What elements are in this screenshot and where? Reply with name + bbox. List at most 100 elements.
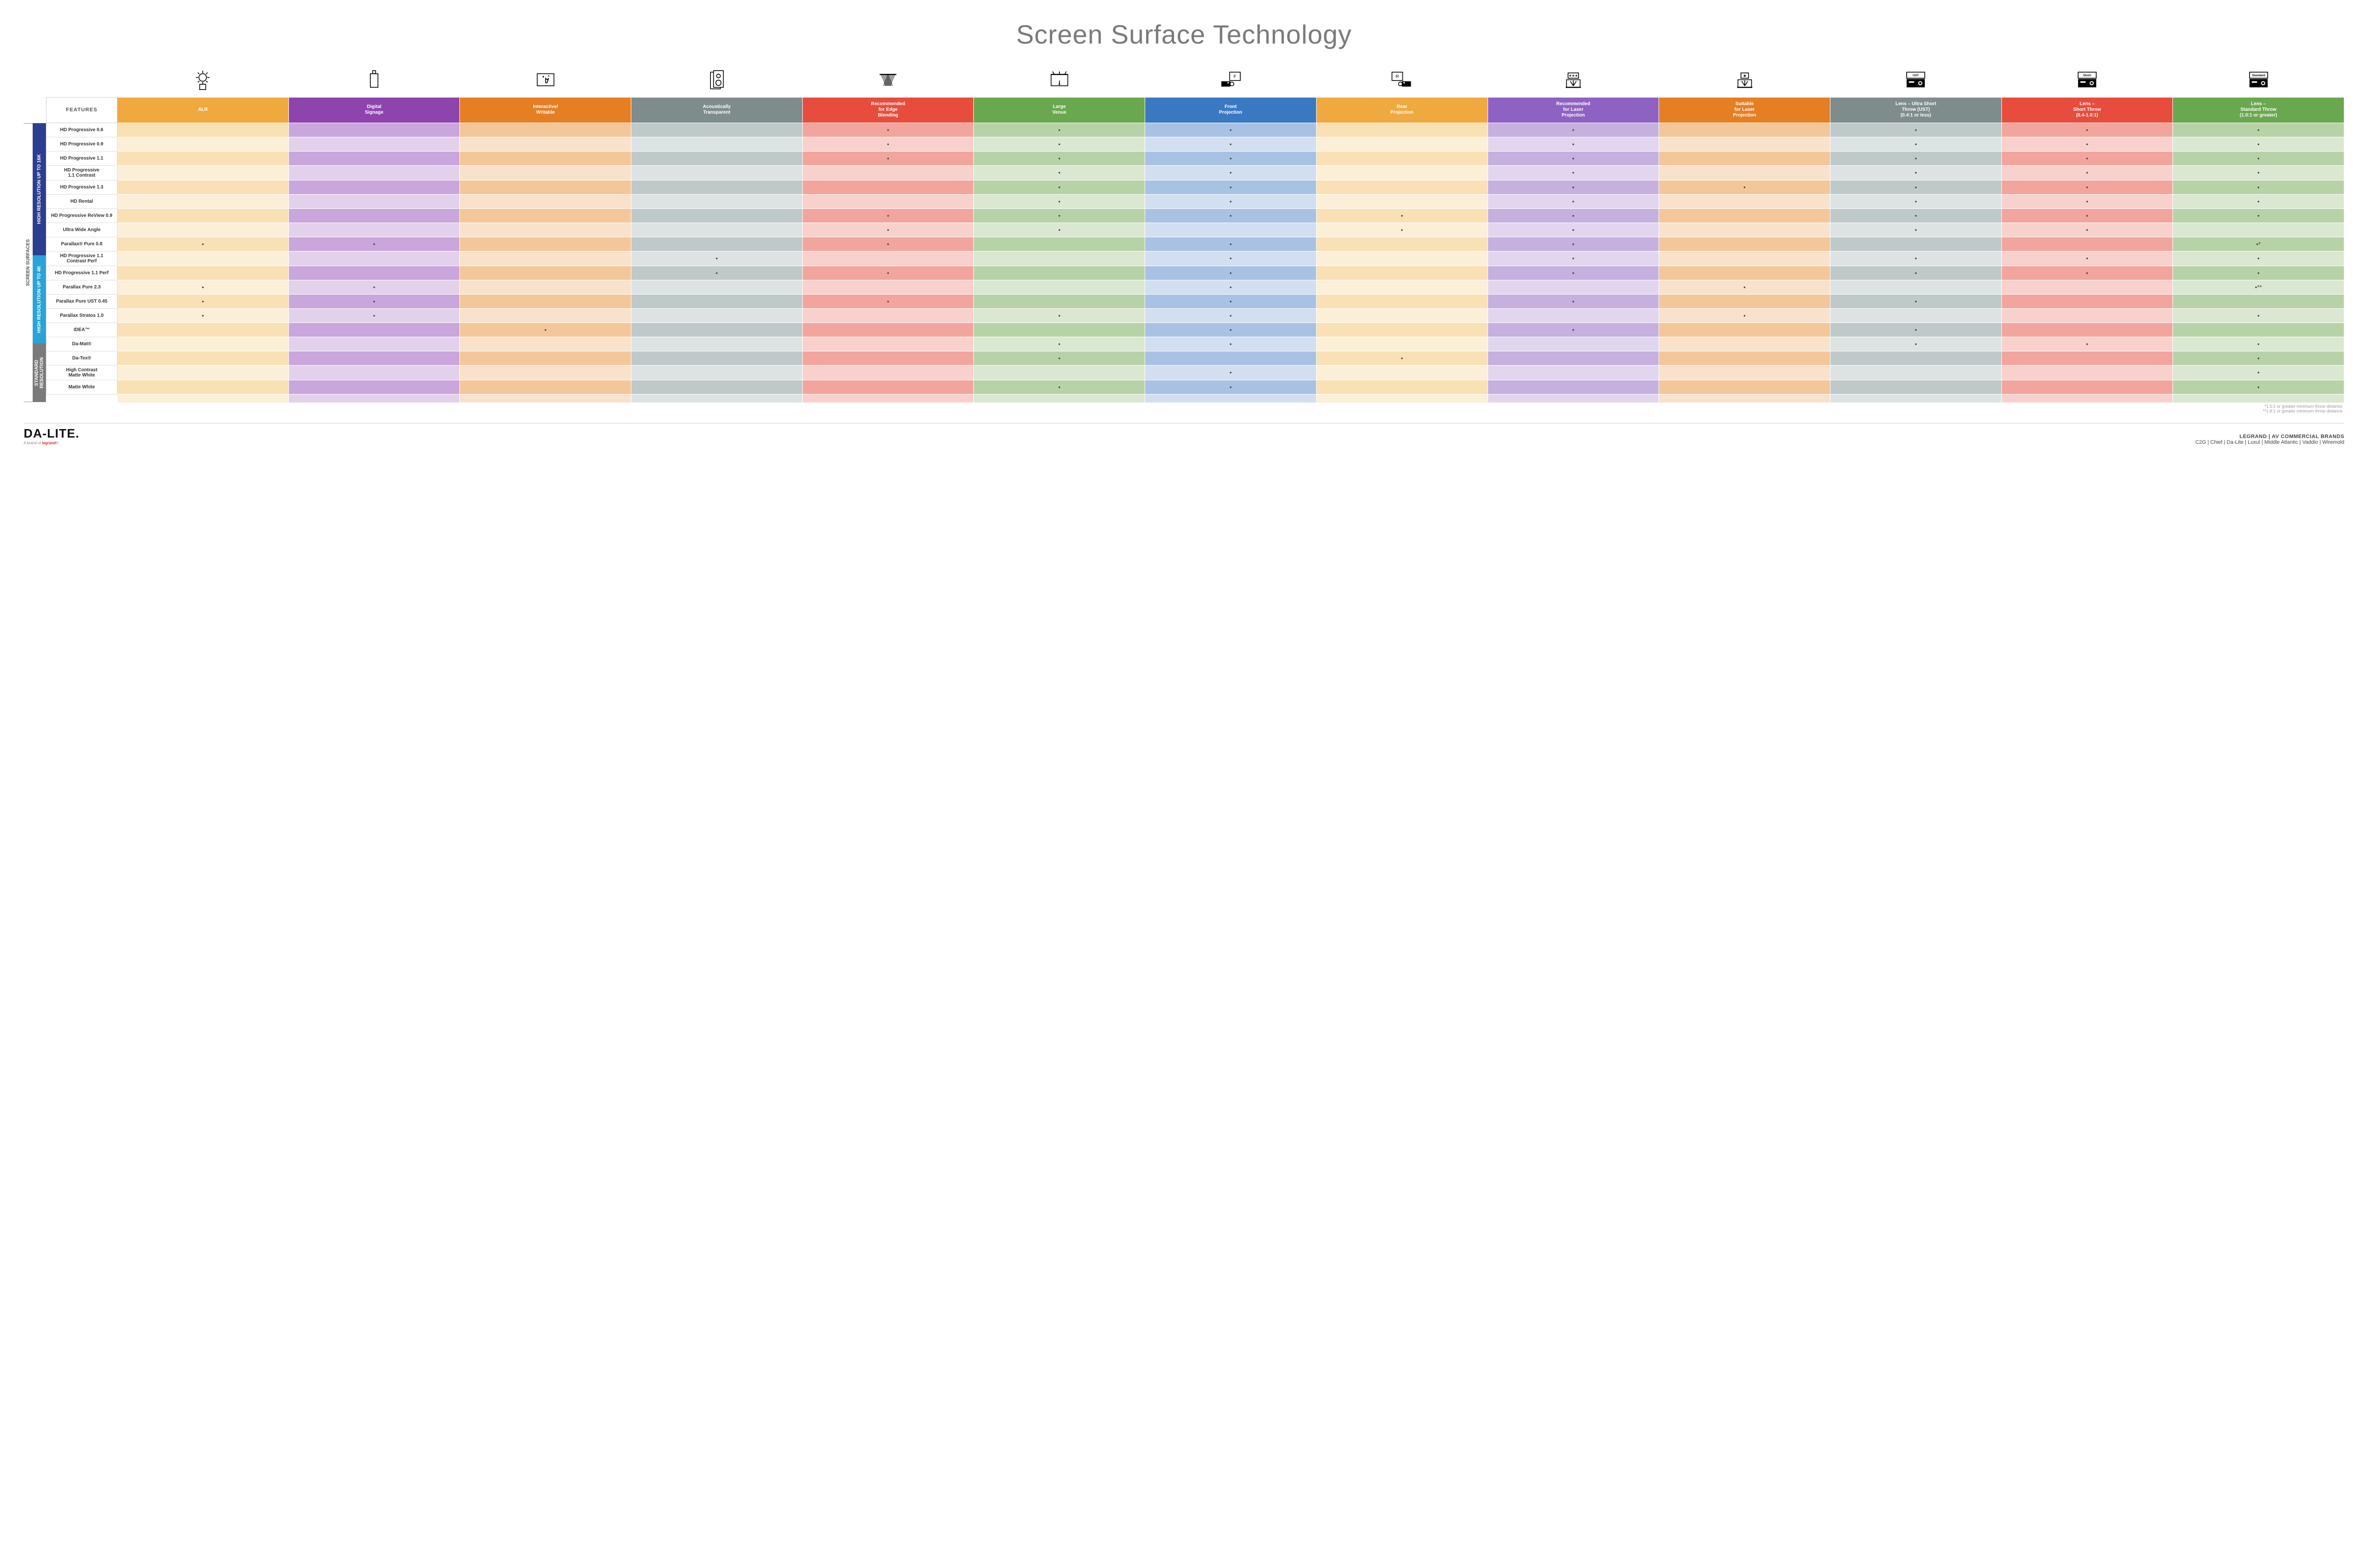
- row-label: HD Progressive1.1 Contrast: [46, 165, 117, 180]
- cell-reclaser: •: [1488, 194, 1659, 208]
- logo-subtitle: A brand of legrand®: [24, 441, 80, 445]
- cell-large: •: [974, 194, 1145, 208]
- cell-std: [2173, 223, 2344, 237]
- cell-suitlaser: •: [1659, 180, 1830, 194]
- cell-alr: •: [117, 237, 289, 251]
- cell-acoustic: [631, 323, 803, 337]
- std-icon: Standard: [2173, 64, 2344, 97]
- cell-acoustic: [631, 208, 803, 223]
- svg-text:★: ★: [1743, 73, 1747, 78]
- row-label: Matte White: [46, 380, 117, 394]
- svg-text:UST: UST: [1913, 74, 1919, 77]
- col-head-suitlaser: Suitablefor LaserProjection: [1659, 97, 1830, 123]
- cell-short: •: [2001, 266, 2173, 280]
- cell-short: •: [2001, 165, 2173, 180]
- cell-front: •: [1145, 165, 1317, 180]
- cell-front: •: [1145, 208, 1317, 223]
- cell-suitlaser: [1659, 165, 1830, 180]
- acoustic-icon: [631, 64, 803, 97]
- cell-interactive: [460, 365, 631, 380]
- spacer-row: [46, 394, 2344, 403]
- row-label: HD Progressive 1.1 Perf: [46, 266, 117, 280]
- cell-edge: •: [802, 223, 974, 237]
- cell-acoustic: [631, 380, 803, 394]
- cell-edge: •: [802, 294, 974, 308]
- cell-rear: •: [1316, 208, 1488, 223]
- cell-large: [974, 294, 1145, 308]
- cell-large: •: [974, 337, 1145, 351]
- cell-interactive: [460, 380, 631, 394]
- alr-icon: [117, 64, 289, 97]
- cell-acoustic: [631, 337, 803, 351]
- cell-acoustic: [631, 237, 803, 251]
- cell-large: [974, 237, 1145, 251]
- cell-reclaser: [1488, 351, 1659, 365]
- cell-std: •: [2173, 380, 2344, 394]
- cell-alr: [117, 123, 289, 137]
- cell-signage: [288, 266, 460, 280]
- cell-std: •: [2173, 337, 2344, 351]
- col-head-ust: Lens – Ultra ShortThrow (UST)(0.4:1 or l…: [1830, 97, 2001, 123]
- footnote: **1.8:1 or greater minimum throw distanc…: [46, 409, 2342, 413]
- cell-alr: [117, 180, 289, 194]
- cell-reclaser: •: [1488, 223, 1659, 237]
- cell-acoustic: [631, 280, 803, 294]
- col-head-acoustic: AcousticallyTransparent: [631, 97, 803, 123]
- cell-suitlaser: [1659, 208, 1830, 223]
- cell-acoustic: [631, 365, 803, 380]
- row-label: HD Progressive 1.1Contrast Perf: [46, 251, 117, 266]
- cell-std: •: [2173, 137, 2344, 151]
- cell-std: •: [2173, 180, 2344, 194]
- cell-signage: [288, 194, 460, 208]
- cell-alr: [117, 208, 289, 223]
- cell-ust: •: [1830, 266, 2001, 280]
- cell-suitlaser: [1659, 294, 1830, 308]
- cell-interactive: [460, 165, 631, 180]
- cell-reclaser: •: [1488, 180, 1659, 194]
- interactive-icon: [460, 64, 631, 97]
- cell-reclaser: •: [1488, 137, 1659, 151]
- col-head-edge: Recommendedfor EdgeBlending: [802, 97, 974, 123]
- brands-list: C2G | Chief | Da-Lite | Luxul | Middle A…: [2195, 439, 2344, 445]
- footer-brands: LEGRAND | AV COMMERCIAL BRANDS C2G | Chi…: [2195, 434, 2344, 445]
- cell-suitlaser: [1659, 351, 1830, 365]
- cell-edge: [802, 365, 974, 380]
- row-label: Da-Tex®: [46, 351, 117, 365]
- cell-signage: •: [288, 237, 460, 251]
- cell-short: •: [2001, 223, 2173, 237]
- cell-reclaser: [1488, 280, 1659, 294]
- cell-interactive: [460, 294, 631, 308]
- cell-std: •: [2173, 365, 2344, 380]
- cell-edge: [802, 337, 974, 351]
- cell-edge: [802, 194, 974, 208]
- cell-suitlaser: [1659, 365, 1830, 380]
- svg-text:R: R: [1396, 74, 1399, 79]
- cell-ust: •: [1830, 223, 2001, 237]
- cell-suitlaser: [1659, 266, 1830, 280]
- cell-edge: •: [802, 137, 974, 151]
- cell-rear: [1316, 251, 1488, 266]
- cell-ust: •: [1830, 337, 2001, 351]
- cell-rear: [1316, 380, 1488, 394]
- cell-alr: •: [117, 308, 289, 323]
- cell-edge: •: [802, 208, 974, 223]
- cell-alr: [117, 223, 289, 237]
- cell-std: •: [2173, 194, 2344, 208]
- cell-front: •: [1145, 380, 1317, 394]
- front-icon: F: [1145, 64, 1317, 97]
- svg-text:★★★: ★★★: [1569, 73, 1578, 78]
- cell-front: •: [1145, 137, 1317, 151]
- cell-std: •: [2173, 351, 2344, 365]
- cell-rear: [1316, 123, 1488, 137]
- side-label-screen-surfaces: SCREEN SURFACES: [24, 123, 33, 402]
- cell-alr: [117, 194, 289, 208]
- cell-alr: [117, 337, 289, 351]
- cell-std: [2173, 294, 2344, 308]
- cell-std: [2173, 323, 2344, 337]
- cell-rear: [1316, 137, 1488, 151]
- cell-suitlaser: [1659, 123, 1830, 137]
- cell-interactive: [460, 123, 631, 137]
- cell-acoustic: [631, 294, 803, 308]
- table-row: IDEA™••••: [46, 323, 2344, 337]
- dalite-logo: DA-LITE.: [24, 426, 80, 441]
